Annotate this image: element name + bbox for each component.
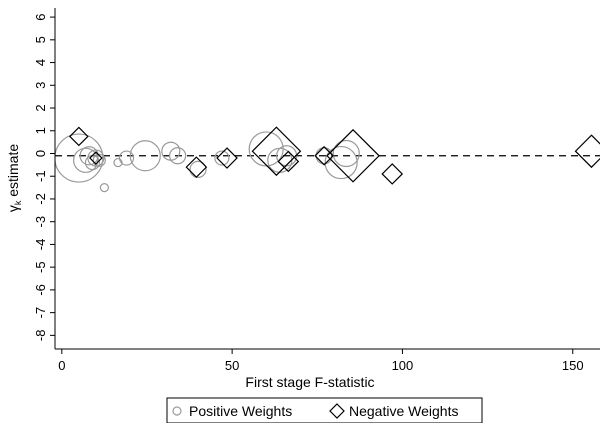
positive-weight-point bbox=[189, 160, 207, 179]
negative-weight-point bbox=[68, 126, 89, 147]
positive-weight-point bbox=[118, 150, 135, 166]
x-axis-title: First stage F-statistic bbox=[245, 374, 374, 390]
y-tick-label: 3 bbox=[33, 82, 48, 89]
negative-weight-point bbox=[574, 134, 600, 169]
y-tick-label: 6 bbox=[33, 13, 48, 20]
axes: 6 5 4 3 2 1 0 -1 -2 -3 -4 -5 -6 -7 -8 0 50 100 150 bbox=[33, 8, 600, 373]
negative-weight-point bbox=[89, 151, 103, 165]
data-marks bbox=[55, 126, 600, 193]
positive-weight-point bbox=[79, 146, 99, 166]
y-tick-label: -2 bbox=[33, 193, 48, 205]
legend-box bbox=[166, 397, 483, 423]
negative-weight-point bbox=[216, 147, 238, 169]
negative-weight-point bbox=[381, 163, 404, 185]
legend-label-positive: Positive Weights bbox=[189, 403, 292, 419]
positive-weight-point bbox=[87, 149, 105, 167]
y-tick-label: -4 bbox=[33, 239, 48, 251]
y-tick-label: -1 bbox=[33, 170, 48, 182]
legend-circle-marker bbox=[172, 406, 182, 416]
positive-weight-point bbox=[129, 140, 161, 172]
y-tick-label: -6 bbox=[33, 284, 48, 296]
y-tick-label: 0 bbox=[33, 150, 48, 157]
y-ticks: 6 5 4 3 2 1 0 -1 -2 -3 -4 -5 -6 -7 -8 bbox=[33, 13, 55, 341]
y-axis-title-suffix: estimate bbox=[5, 144, 21, 201]
x-tick-label: 0 bbox=[58, 358, 65, 373]
y-tick-label: -8 bbox=[33, 330, 48, 342]
y-tick-label: 5 bbox=[33, 36, 48, 43]
y-axis-title-main: γ bbox=[5, 205, 21, 212]
plot-region bbox=[55, 126, 600, 193]
positive-weight-point bbox=[214, 150, 230, 166]
negative-weight-point bbox=[277, 150, 300, 173]
legend-diamond-marker bbox=[329, 403, 345, 419]
positive-weight-point bbox=[332, 139, 360, 168]
positive-weight-point bbox=[55, 133, 104, 183]
y-tick-label: -3 bbox=[33, 216, 48, 228]
negative-weight-point bbox=[185, 156, 208, 178]
positive-weight-point bbox=[73, 147, 99, 173]
x-ticks: 0 50 100 150 bbox=[58, 349, 584, 373]
positive-weight-point bbox=[92, 153, 106, 167]
positive-weight-point bbox=[99, 182, 109, 193]
x-tick-label: 50 bbox=[225, 358, 239, 373]
x-tick-label: 150 bbox=[562, 358, 584, 373]
y-tick-label: 2 bbox=[33, 104, 48, 111]
y-tick-label: -5 bbox=[33, 261, 48, 273]
y-tick-label: 4 bbox=[33, 59, 48, 66]
positive-weight-point bbox=[324, 145, 358, 180]
y-tick-label: -7 bbox=[33, 307, 48, 319]
y-tick-label: 1 bbox=[33, 127, 48, 134]
positive-weight-point bbox=[315, 147, 333, 165]
y-axis-title: γk estimate bbox=[5, 144, 23, 213]
legend: Positive Weights Negative Weights bbox=[166, 397, 483, 423]
negative-weight-point bbox=[326, 128, 380, 183]
x-tick-label: 100 bbox=[392, 358, 414, 373]
negative-weight-point bbox=[251, 126, 302, 177]
positive-weight-point bbox=[169, 147, 187, 165]
legend-label-negative: Negative Weights bbox=[349, 403, 458, 419]
y-axis-title-subscript: k bbox=[13, 200, 23, 205]
